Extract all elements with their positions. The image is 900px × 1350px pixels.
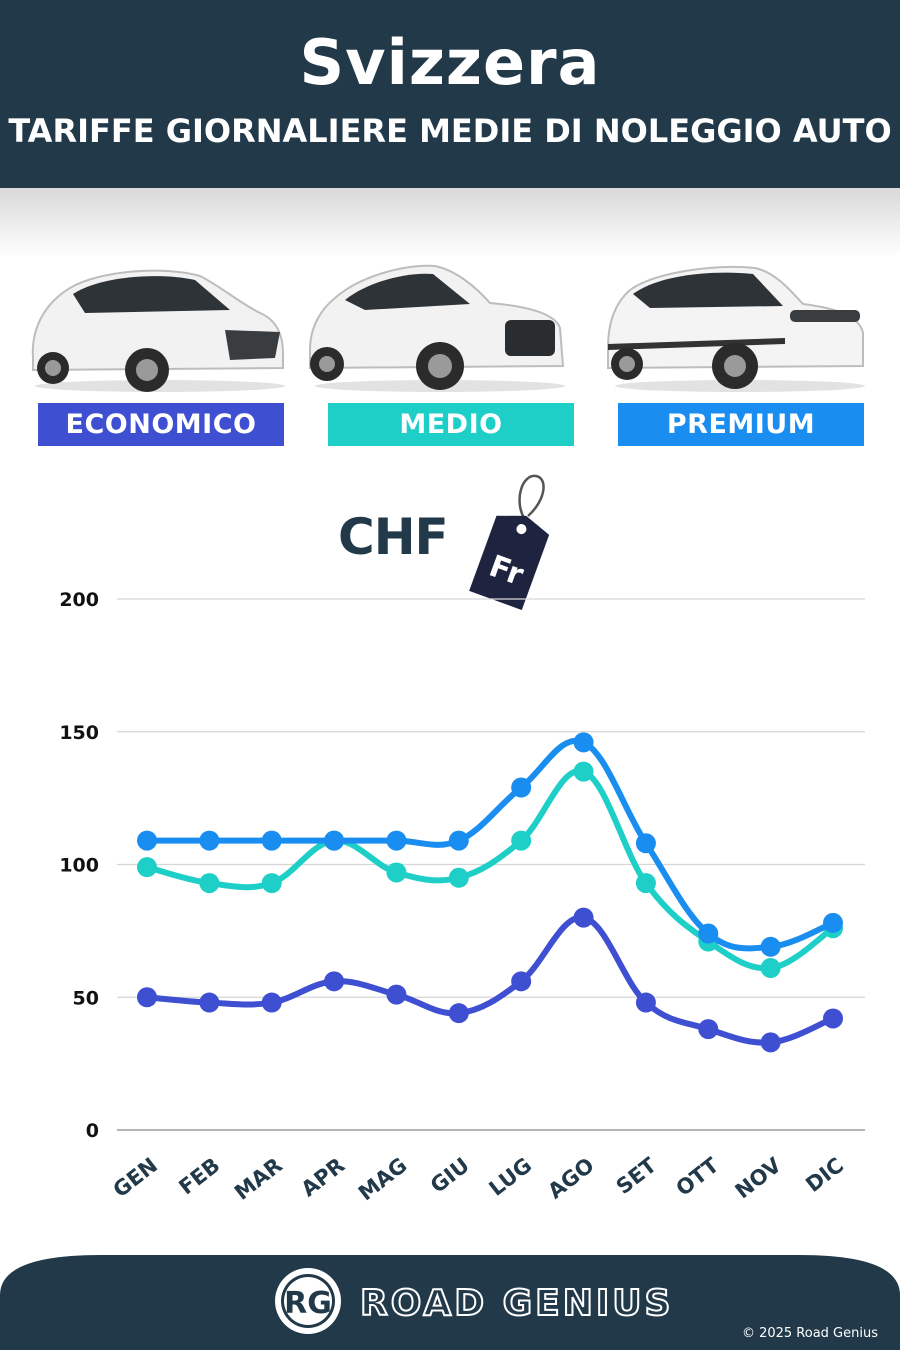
x-tick-label: GIU: [426, 1153, 474, 1198]
data-point: [635, 992, 656, 1013]
premium-badge: PREMIUM: [618, 403, 864, 446]
data-point: [386, 862, 407, 883]
x-tick-label: DIC: [801, 1153, 848, 1197]
header: Svizzera TARIFFE GIORNALIERE MEDIE DI NO…: [0, 0, 900, 188]
x-tick-label: AGO: [543, 1153, 598, 1204]
data-point: [511, 777, 532, 798]
data-point: [448, 830, 469, 851]
series-line: [144, 914, 836, 1046]
y-tick-label: 100: [59, 855, 99, 877]
data-point: [199, 992, 220, 1013]
header-shadow: [0, 188, 900, 258]
currency-label: CHF: [338, 508, 449, 566]
data-point: [199, 830, 220, 851]
data-point: [199, 873, 220, 894]
page-title: Svizzera: [299, 26, 601, 99]
page-subtitle: TARIFFE GIORNALIERE MEDIE DI NOLEGGIO AU…: [8, 112, 892, 150]
x-tick-label: MAG: [354, 1153, 412, 1205]
chart-lines: [137, 732, 843, 1053]
data-point: [760, 936, 781, 957]
data-point: [261, 873, 282, 894]
data-point: [823, 1008, 843, 1029]
data-point: [511, 971, 532, 992]
data-point: [823, 912, 843, 933]
data-point: [386, 984, 407, 1005]
brand-name: ROAD GENIUS: [359, 1282, 674, 1325]
data-point: [698, 1019, 719, 1040]
rental-rate-chart: 0 50 100 150 200 GEN FEB MAR APR MAG GIU LUG AGO SET…: [59, 589, 865, 1206]
x-tick-label: OTT: [672, 1153, 724, 1201]
x-tick-label: FEB: [174, 1153, 224, 1199]
x-tick-label: SET: [612, 1153, 662, 1199]
data-point: [448, 867, 469, 888]
x-tick-label: MAR: [230, 1153, 287, 1205]
data-point: [261, 992, 282, 1013]
midsize-car-image: [309, 264, 565, 392]
x-tick-label: APR: [297, 1153, 349, 1201]
data-point: [635, 873, 656, 894]
data-point: [324, 830, 345, 851]
data-point: [448, 1003, 469, 1024]
economy-car-image: [31, 269, 285, 392]
x-tick-label: NOV: [731, 1153, 787, 1204]
data-point: [760, 958, 781, 979]
y-tick-label: 50: [73, 987, 99, 1009]
data-point: [760, 1032, 781, 1053]
data-point: [137, 987, 157, 1008]
data-point: [324, 971, 345, 992]
series-line: [144, 768, 836, 972]
data-point: [573, 732, 594, 753]
data-point: [698, 923, 719, 944]
series-economico: [137, 907, 843, 1053]
data-point: [137, 830, 157, 851]
y-tick-label: 150: [59, 722, 99, 744]
data-point: [386, 830, 407, 851]
y-tick-label: 0: [86, 1120, 99, 1142]
x-tick-label: LUG: [485, 1153, 537, 1201]
x-axis-ticks: GEN FEB MAR APR MAG GIU LUG AGO SET OTT NOV DIC: [109, 1153, 849, 1206]
data-point: [261, 830, 282, 851]
series-premium: [137, 732, 843, 957]
copyright: © 2025 Road Genius: [741, 1326, 878, 1341]
y-tick-label: 200: [59, 589, 99, 611]
economy-badge: ECONOMICO: [38, 403, 284, 446]
data-point: [511, 830, 532, 851]
data-point: [137, 857, 157, 878]
x-tick-label: GEN: [109, 1153, 163, 1202]
data-point: [635, 833, 656, 854]
y-axis-ticks: 0 50 100 150 200: [59, 589, 99, 1142]
series-line: [144, 737, 836, 952]
logo-text: RG: [284, 1286, 332, 1321]
midsize-badge: MEDIO: [328, 403, 574, 446]
price-tag-icon: Fr: [469, 474, 550, 610]
premium-car-image: [607, 265, 865, 392]
footer: RG: [0, 1255, 900, 1350]
data-point: [573, 907, 594, 928]
data-point: [573, 761, 594, 782]
